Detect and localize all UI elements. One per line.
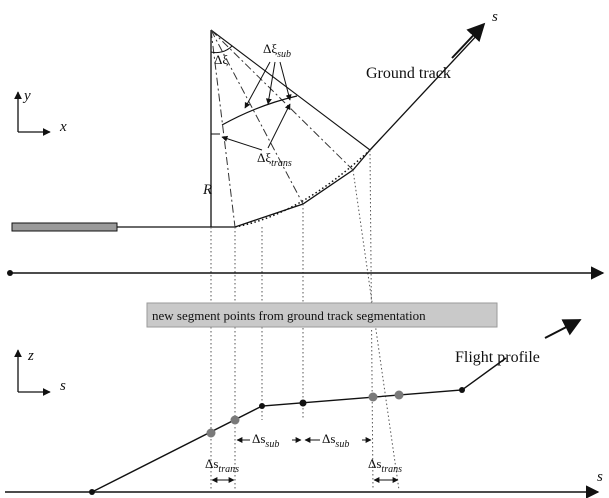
- delta-xi-trans-pointer-2: [267, 103, 291, 149]
- y-axis-label: y: [22, 88, 31, 104]
- flight-profile-label: Flight profile: [455, 349, 540, 366]
- delta-s-sub-label-1: Δssub: [252, 431, 279, 450]
- delta-xi-sub-label: Δξsub: [263, 41, 291, 60]
- radius-dashdot-2: [210, 29, 304, 205]
- delta-xi-trans-label: Δξtrans: [257, 150, 292, 169]
- s-label-bottom: s: [597, 469, 603, 485]
- segment-points-banner-text: new segment points from ground track seg…: [152, 308, 426, 323]
- s-label-top: s: [492, 9, 498, 25]
- delta-s-trans-label-1: Δstrans: [205, 456, 239, 475]
- profile-point-trans-1: [206, 428, 216, 438]
- delta-xi-trans-pointer-1: [221, 135, 263, 151]
- ground-track-true-arc: [234, 149, 371, 228]
- radius-dashdot-1: [210, 29, 236, 228]
- profile-point-vertex-2: [459, 387, 465, 393]
- radius-label: R: [202, 182, 212, 198]
- delta-s-sub-label-1-bg: [250, 429, 292, 447]
- flight-profile-arrow: [544, 319, 582, 339]
- profile-point-trans-3: [368, 392, 378, 402]
- delta-xi-sub-arc: [221, 95, 298, 126]
- profile-point-vertex-1: [259, 403, 265, 409]
- ground-track-segmented-arc: [234, 149, 371, 228]
- ground-track-exit: [369, 31, 481, 151]
- delta-xi-label: Δξ: [214, 52, 228, 67]
- delta-xi-sub-pointer-2: [265, 61, 276, 105]
- delta-xi-sub-pointer-3: [279, 61, 292, 101]
- sector-edge: [210, 29, 371, 151]
- profile-point-trans-4: [394, 390, 404, 400]
- runway-bar-icon: [11, 222, 118, 232]
- profile-point-trans-2: [230, 415, 240, 425]
- delta-xi-arc: [210, 45, 233, 54]
- s-axis-lower-label: s: [60, 378, 66, 394]
- delta-s-sub-label-2: Δssub: [322, 431, 349, 450]
- x-axis-label: x: [59, 119, 67, 135]
- zs-axes: [14, 349, 51, 396]
- s-direction-arrow-top: [451, 22, 486, 59]
- segment-points-banner: [146, 302, 498, 328]
- flight-profile-line: [91, 357, 507, 493]
- xy-axes: [14, 91, 51, 136]
- delta-s-trans-label-2: Δstrans: [368, 456, 402, 475]
- z-axis-label: z: [27, 348, 34, 364]
- delta-xi-sub-pointer-1: [244, 61, 271, 109]
- profile-point-sub: [299, 399, 307, 407]
- delta-s-sub-label-2-bg: [320, 429, 362, 447]
- ground-track-label: Ground track: [366, 65, 451, 82]
